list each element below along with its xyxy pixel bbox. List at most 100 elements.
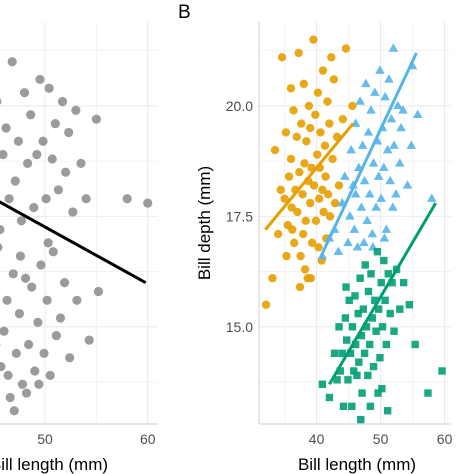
data-point bbox=[377, 278, 385, 287]
data-point bbox=[338, 114, 348, 124]
data-point bbox=[321, 172, 330, 181]
data-point bbox=[295, 167, 304, 177]
data-point bbox=[286, 84, 296, 93]
data-point bbox=[334, 181, 344, 190]
data-point bbox=[10, 176, 20, 186]
data-point bbox=[35, 74, 45, 85]
data-point bbox=[396, 305, 404, 313]
data-point bbox=[406, 140, 417, 149]
data-point bbox=[359, 175, 370, 185]
regression-line-chinstrap bbox=[328, 202, 437, 386]
data-point bbox=[382, 144, 393, 154]
data-point bbox=[316, 128, 325, 137]
data-point bbox=[313, 150, 322, 159]
data-point bbox=[362, 215, 372, 225]
data-point bbox=[0, 361, 6, 372]
data-point bbox=[65, 353, 75, 363]
data-point bbox=[84, 335, 94, 345]
data-point bbox=[64, 127, 74, 138]
data-point bbox=[298, 229, 308, 239]
x-tick-label: 40 bbox=[309, 431, 325, 447]
data-point bbox=[7, 57, 17, 67]
data-point bbox=[53, 185, 64, 195]
data-point bbox=[355, 358, 363, 366]
data-point bbox=[374, 389, 382, 397]
data-point bbox=[4, 194, 14, 204]
data-point bbox=[300, 265, 310, 274]
data-point bbox=[351, 292, 359, 300]
data-point bbox=[23, 158, 33, 168]
data-point bbox=[0, 243, 3, 252]
data-point bbox=[344, 376, 352, 384]
data-point bbox=[313, 88, 323, 97]
data-point bbox=[383, 407, 392, 415]
data-point bbox=[386, 309, 394, 318]
data-point bbox=[309, 35, 318, 44]
data-point bbox=[376, 354, 384, 362]
data-point bbox=[353, 371, 361, 380]
data-point bbox=[0, 326, 9, 336]
data-point bbox=[288, 225, 297, 234]
data-point bbox=[386, 113, 397, 123]
data-point bbox=[24, 339, 34, 350]
data-point bbox=[371, 296, 379, 305]
data-point bbox=[301, 216, 310, 225]
data-point bbox=[3, 370, 13, 381]
y-tick-label: 20.0 bbox=[226, 98, 253, 114]
data-point bbox=[378, 323, 387, 331]
data-point bbox=[9, 406, 19, 416]
plot-area bbox=[261, 35, 446, 424]
data-point bbox=[81, 194, 91, 204]
data-point bbox=[376, 193, 387, 202]
data-point bbox=[359, 305, 368, 313]
series-adelie bbox=[261, 35, 357, 309]
y-tick-label: 17.5 bbox=[226, 208, 253, 224]
regression-line bbox=[0, 200, 147, 284]
data-point bbox=[294, 48, 303, 58]
data-point bbox=[339, 171, 350, 180]
data-point bbox=[391, 189, 401, 198]
data-point bbox=[318, 185, 327, 195]
data-point bbox=[356, 274, 364, 282]
data-point bbox=[411, 340, 419, 349]
data-point bbox=[389, 140, 399, 149]
data-point bbox=[379, 162, 389, 172]
data-point bbox=[354, 309, 362, 318]
data-point bbox=[350, 367, 358, 375]
data-point bbox=[358, 389, 366, 397]
data-point bbox=[381, 224, 392, 233]
data-point bbox=[402, 180, 413, 189]
data-point bbox=[91, 114, 101, 124]
data-point bbox=[348, 323, 357, 331]
data-point bbox=[405, 301, 414, 309]
x-tick-label: 50 bbox=[373, 431, 389, 447]
data-point bbox=[369, 362, 378, 371]
data-point bbox=[348, 402, 356, 411]
data-point bbox=[393, 100, 403, 110]
data-point bbox=[76, 158, 86, 168]
data-point bbox=[1, 123, 11, 133]
data-point bbox=[373, 248, 382, 256]
regression-line-gentoo bbox=[319, 52, 418, 257]
data-point bbox=[20, 273, 31, 283]
data-point bbox=[362, 323, 371, 331]
panel-a-x-axis-label: Bill length (mm) bbox=[0, 455, 108, 474]
data-point bbox=[281, 128, 291, 137]
data-point bbox=[388, 278, 396, 287]
data-point bbox=[374, 305, 383, 313]
data-point bbox=[384, 270, 392, 278]
data-point bbox=[39, 348, 49, 358]
data-point bbox=[276, 185, 285, 195]
data-point bbox=[36, 260, 46, 270]
data-point bbox=[34, 379, 44, 389]
data-point bbox=[287, 203, 296, 212]
data-point bbox=[330, 349, 339, 358]
data-point bbox=[342, 283, 350, 291]
data-point bbox=[45, 370, 55, 381]
data-point bbox=[352, 242, 363, 251]
data-point bbox=[51, 331, 61, 341]
data-point bbox=[338, 349, 346, 358]
data-point bbox=[399, 278, 408, 287]
data-point bbox=[50, 119, 60, 129]
data-point bbox=[361, 261, 369, 269]
